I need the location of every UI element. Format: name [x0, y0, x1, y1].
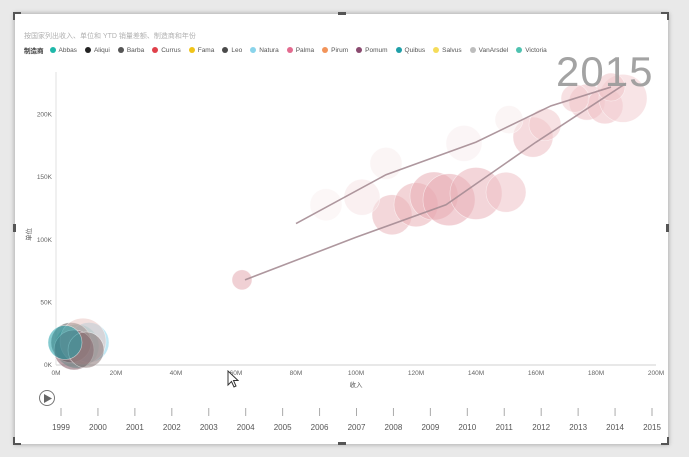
- timeline-year-2012[interactable]: 2012: [532, 423, 550, 432]
- legend-label: Pirum: [331, 46, 349, 54]
- legend-marker: [152, 47, 159, 53]
- legend-marker: [188, 47, 195, 53]
- legend-label: Palma: [295, 46, 315, 54]
- timeline-year-2002[interactable]: 2002: [163, 423, 181, 432]
- corner-handle-br-h[interactable]: [661, 443, 669, 445]
- timeline-year-2009[interactable]: 2009: [421, 423, 439, 432]
- legend-label: Barba: [126, 46, 145, 54]
- timeline-year-2015[interactable]: 2015: [643, 423, 661, 432]
- legend-item-victoria[interactable]: Victoria: [516, 47, 547, 54]
- legend-label: Pomum: [365, 46, 388, 54]
- chart-title: 按国家列出收入、单位和 YTD 销量差额、制造商和年份: [24, 33, 196, 40]
- legend-label: Natura: [259, 46, 279, 54]
- legend-item-abbas[interactable]: Abbas: [49, 46, 77, 54]
- legend-marker: [356, 47, 363, 53]
- legend-item-barba[interactable]: Barba: [117, 46, 145, 54]
- timeline-year-2000[interactable]: 2000: [89, 423, 107, 432]
- timeline-year-2013[interactable]: 2013: [569, 423, 587, 432]
- legend-item-quibus[interactable]: Quibus: [395, 46, 426, 54]
- timeline-year-2007[interactable]: 2007: [348, 423, 366, 432]
- legend-item-fama[interactable]: Fama: [188, 46, 215, 54]
- timeline-year-1999[interactable]: 1999: [52, 423, 70, 432]
- timeline-year-2014[interactable]: 2014: [606, 423, 624, 432]
- legend-item-leo[interactable]: Leo: [222, 47, 242, 54]
- legend-marker: [469, 47, 476, 53]
- legend-item-currus[interactable]: Currus: [152, 47, 181, 54]
- legend-marker: [322, 47, 329, 53]
- legend-item-aliqui[interactable]: Aliqui: [84, 46, 110, 54]
- play-button[interactable]: [39, 390, 55, 406]
- legend-label: Currus: [161, 46, 181, 54]
- play-axis-year-label: 2015: [556, 48, 654, 95]
- corner-handle-bl-h[interactable]: [13, 443, 21, 445]
- legend-label: Aliqui: [93, 46, 110, 54]
- corner-handle-tl-h[interactable]: [13, 12, 21, 14]
- legend-label: Leo: [231, 46, 243, 54]
- resize-handle-top[interactable]: [338, 12, 346, 15]
- legend: 制造商 Abbas Aliqui Barba Currus Fama Leo Natura P…: [24, 45, 555, 56]
- timeline-year-2011[interactable]: 2011: [496, 423, 514, 432]
- legend-marker: [222, 47, 229, 53]
- legend-label: Fama: [197, 46, 215, 54]
- legend-title: 制造商: [24, 48, 44, 55]
- resize-handle-left[interactable]: [13, 224, 16, 232]
- legend-item-pirum[interactable]: Pirum: [322, 47, 348, 54]
- timeline-year-2001[interactable]: 2001: [126, 423, 144, 432]
- corner-handle-tr-v[interactable]: [667, 12, 669, 20]
- timeline-year-2003[interactable]: 2003: [200, 423, 218, 432]
- legend-marker: [250, 47, 257, 53]
- legend-item-pomum[interactable]: Pomum: [356, 46, 388, 54]
- legend-marker: [286, 47, 293, 53]
- legend-label: Abbas: [58, 46, 77, 54]
- resize-handle-right[interactable]: [666, 224, 669, 232]
- timeline-year-2006[interactable]: 2006: [311, 423, 329, 432]
- legend-item-natura[interactable]: Natura: [250, 47, 279, 54]
- mouse-cursor-icon: [227, 370, 239, 388]
- corner-handle-tl-v[interactable]: [13, 12, 15, 20]
- legend-label: VanArsdel: [478, 46, 509, 54]
- timeline-year-2005[interactable]: 2005: [274, 423, 292, 432]
- timeline-year-2008[interactable]: 2008: [385, 423, 403, 432]
- legend-marker: [433, 47, 440, 53]
- legend-label: Quibus: [404, 46, 426, 54]
- legend-label: Victoria: [525, 46, 547, 54]
- legend-marker: [49, 47, 56, 53]
- legend-item-vanarsdel[interactable]: VanArsdel: [469, 46, 509, 54]
- timeline-year-2010[interactable]: 2010: [458, 423, 476, 432]
- play-icon: [44, 394, 52, 403]
- corner-handle-bl-v[interactable]: [13, 437, 15, 445]
- legend-label: Salvus: [442, 46, 462, 54]
- corner-handle-tr-h[interactable]: [661, 12, 669, 14]
- play-axis-timeline[interactable]: 1999 2000 2001 2002 2003 2004 2005 2006 2007 2008…: [0, 400, 689, 440]
- legend-marker: [516, 47, 523, 53]
- legend-marker: [117, 47, 124, 53]
- legend-marker: [84, 47, 91, 53]
- legend-item-palma[interactable]: Palma: [286, 46, 315, 54]
- legend-item-salvus[interactable]: Salvus: [433, 47, 462, 54]
- timeline-year-2004[interactable]: 2004: [237, 423, 255, 432]
- resize-handle-bottom[interactable]: [338, 442, 346, 445]
- legend-marker: [395, 47, 402, 53]
- corner-handle-br-v[interactable]: [667, 437, 669, 445]
